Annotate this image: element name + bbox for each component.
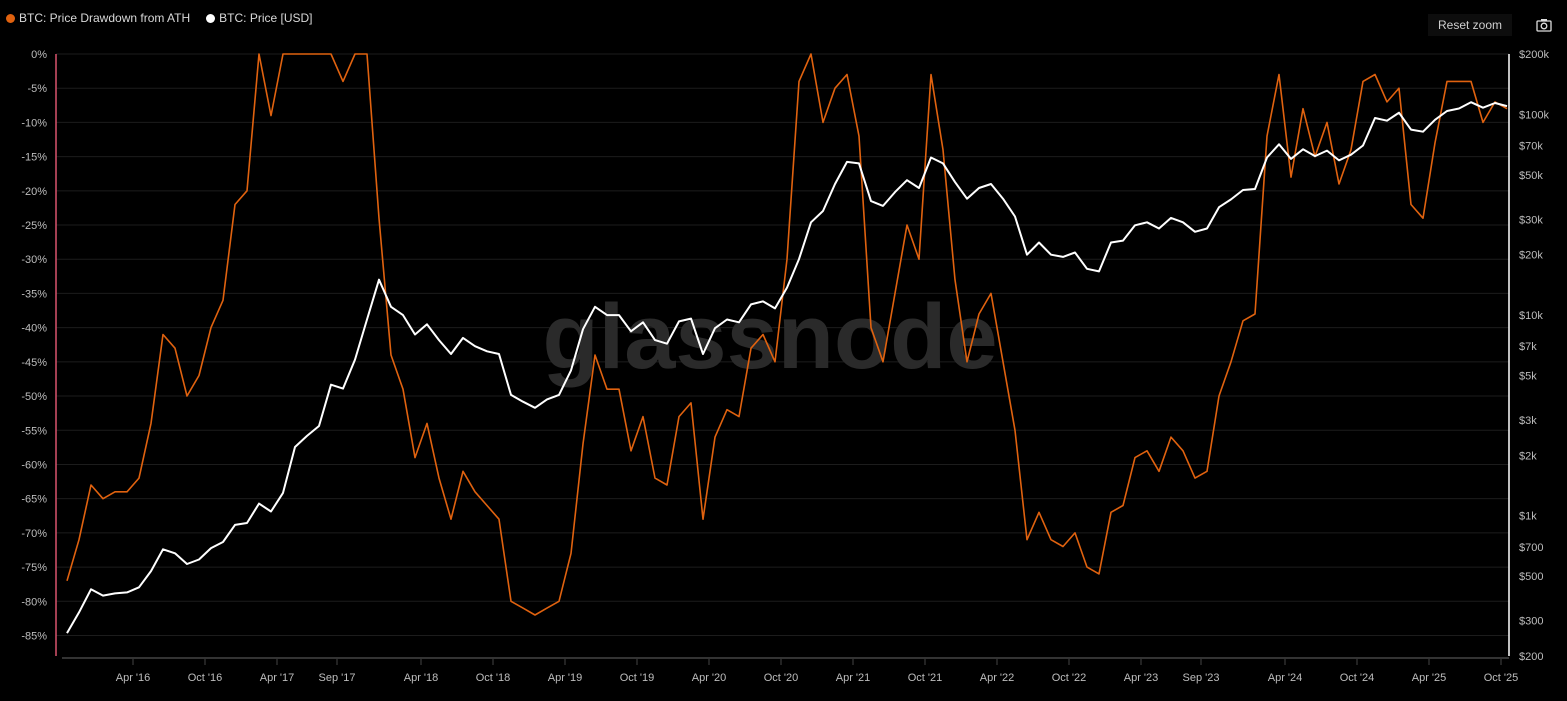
right-tick-label: $10k	[1519, 310, 1543, 322]
x-tick-label: Apr '18	[404, 672, 439, 684]
left-tick-label: -75%	[21, 562, 47, 574]
x-tick-label: Apr '21	[836, 672, 871, 684]
right-tick-label: $3k	[1519, 415, 1537, 427]
right-tick-label: $7k	[1519, 341, 1537, 353]
x-tick-label: Oct '20	[764, 672, 799, 684]
x-tick-label: Oct '18	[476, 672, 511, 684]
legend-item-price[interactable]: BTC: Price [USD]	[206, 11, 313, 25]
right-tick-label: $70k	[1519, 140, 1543, 152]
drawdown-line	[66, 53, 1508, 616]
x-tick-label: Oct '21	[908, 672, 943, 684]
right-tick-label: $2k	[1519, 450, 1537, 462]
right-tick-label: $50k	[1519, 170, 1543, 182]
x-tick-label: Apr '16	[116, 672, 151, 684]
legend: BTC: Price Drawdown from ATH BTC: Price …	[6, 11, 313, 25]
right-tick-label: $200k	[1519, 49, 1549, 61]
left-tick-label: -5%	[27, 83, 47, 95]
right-tick-label: $5k	[1519, 370, 1537, 382]
camera-icon[interactable]	[1536, 18, 1552, 32]
right-tick-label: $500	[1519, 571, 1543, 583]
x-tick-label: Apr '23	[1124, 672, 1159, 684]
x-tick-label: Oct '19	[620, 672, 655, 684]
x-tick-label: Apr '20	[692, 672, 727, 684]
left-tick-label: -85%	[21, 630, 47, 642]
right-tick-label: $200	[1519, 651, 1543, 663]
left-tick-label: -35%	[21, 288, 47, 300]
x-tick-label: Apr '17	[260, 672, 295, 684]
x-tick-label: Sep '23	[1183, 672, 1220, 684]
legend-label-drawdown: BTC: Price Drawdown from ATH	[19, 11, 191, 25]
x-tick-label: Apr '24	[1268, 672, 1303, 684]
left-tick-label: -80%	[21, 596, 47, 608]
left-tick-label: -50%	[21, 391, 47, 403]
right-tick-label: $700	[1519, 542, 1543, 554]
right-tick-label: $20k	[1519, 250, 1543, 262]
left-tick-label: -15%	[21, 152, 47, 164]
right-tick-label: $1k	[1519, 511, 1537, 523]
left-tick-label: -30%	[21, 254, 47, 266]
left-tick-label: -65%	[21, 494, 47, 506]
x-tick-label: Oct '25	[1484, 672, 1519, 684]
price-line	[66, 101, 1508, 634]
x-tick-label: Oct '22	[1052, 672, 1087, 684]
x-tick-label: Oct '24	[1340, 672, 1375, 684]
left-tick-label: -20%	[21, 186, 47, 198]
left-tick-label: -60%	[21, 459, 47, 471]
left-tick-label: -55%	[21, 425, 47, 437]
left-tick-label: -45%	[21, 357, 47, 369]
right-tick-label: $30k	[1519, 214, 1543, 226]
x-tick-label: Sep '17	[319, 672, 356, 684]
left-tick-label: -25%	[21, 220, 47, 232]
x-tick-label: Apr '19	[548, 672, 583, 684]
reset-zoom-button[interactable]: Reset zoom	[1428, 14, 1512, 36]
legend-swatch-price	[206, 13, 216, 23]
watermark: glassnode	[542, 286, 997, 388]
left-tick-label: -10%	[21, 117, 47, 129]
left-tick-label: -40%	[21, 323, 47, 335]
x-tick-label: Apr '22	[980, 672, 1015, 684]
x-tick-label: Apr '25	[1412, 672, 1447, 684]
legend-swatch-drawdown	[6, 13, 15, 23]
right-tick-label: $300	[1519, 616, 1543, 628]
legend-label-price: BTC: Price [USD]	[219, 11, 313, 25]
left-tick-label: -70%	[21, 528, 47, 540]
legend-item-drawdown[interactable]: BTC: Price Drawdown from ATH	[6, 11, 190, 25]
x-tick-label: Oct '16	[188, 672, 223, 684]
right-tick-label: $100k	[1519, 109, 1549, 121]
left-tick-label: 0%	[31, 49, 47, 61]
